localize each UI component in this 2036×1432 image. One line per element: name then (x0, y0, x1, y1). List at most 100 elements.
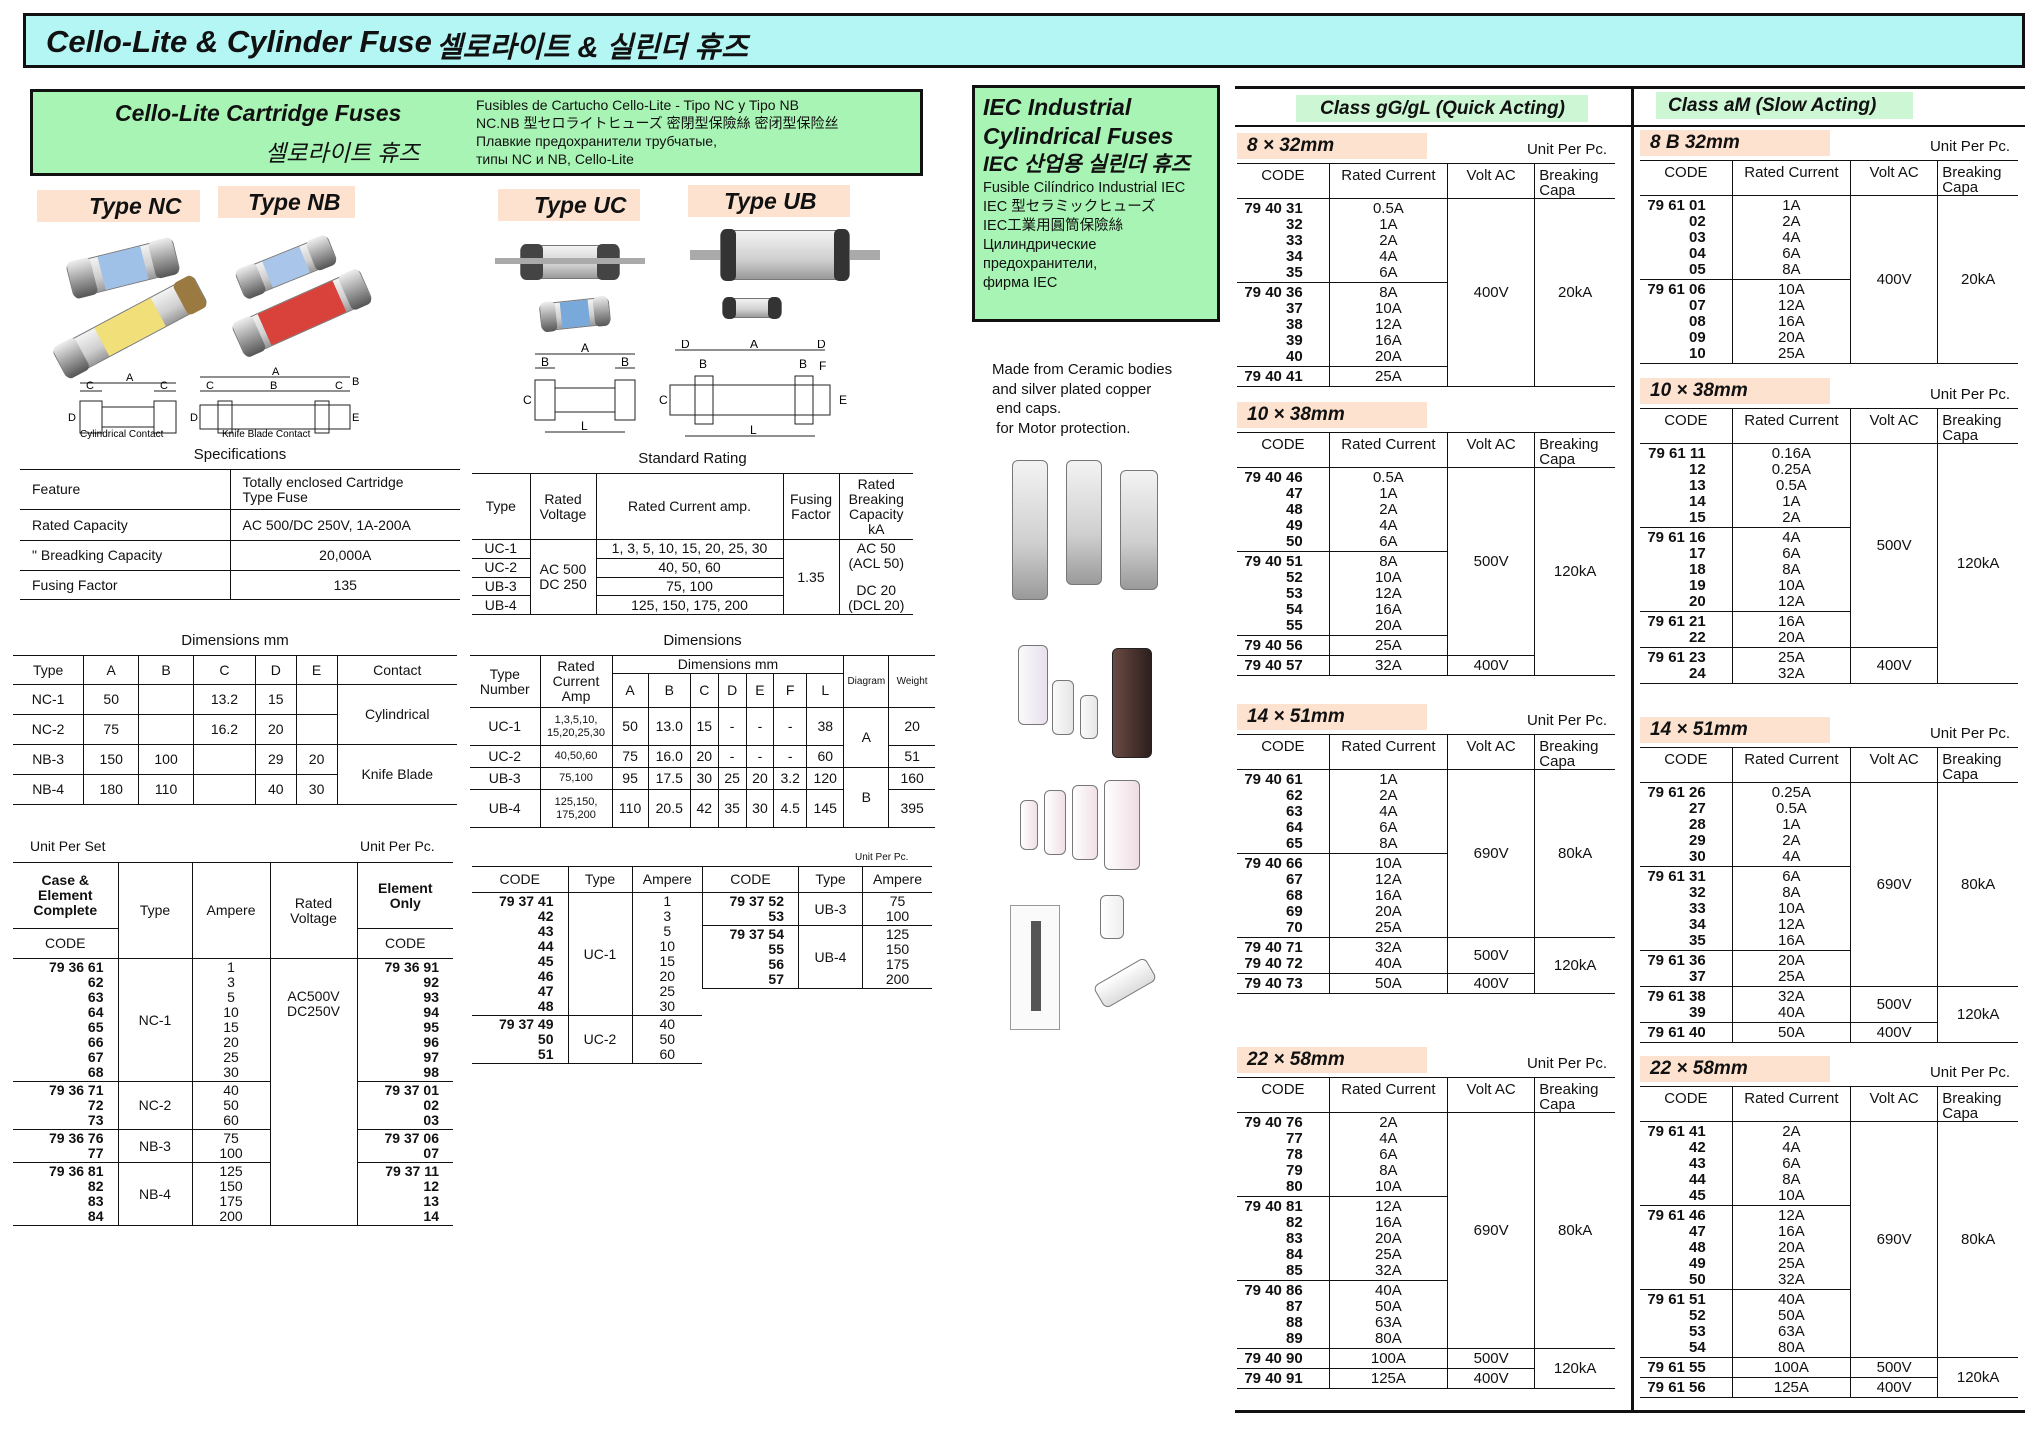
table-title: Dimensions (663, 632, 742, 649)
table-row: UB-3 75,100 95 17.5 30 25 20 3.2 120 B 160 (470, 767, 935, 828)
column-header: Volt AC (1447, 734, 1535, 770)
diagram-caption: Cylindrical Contact (80, 429, 164, 440)
dim-letter: A (750, 340, 758, 351)
rated-current: 6A (1379, 819, 1398, 836)
ampere-list: 1 3 5 10 15 20 25 30 (631, 892, 702, 1016)
rated-current: 16A (1375, 332, 1402, 349)
product-code: 64 (1286, 819, 1303, 836)
dimension-cell: 50 (611, 707, 649, 746)
column-header: CODE (356, 928, 453, 959)
product-code: 79 40 66 (1244, 855, 1303, 872)
dimension-cell: - (717, 745, 747, 768)
product-code: 79 40 51 (1244, 553, 1303, 570)
dimension-cell: 15 (254, 684, 297, 715)
size-label: 8 × 32mm (1237, 133, 1427, 159)
page-title: Cello-Lite & Cylinder Fuse (46, 24, 432, 59)
fuse-photo-ub (722, 297, 782, 319)
voltage-cell: 400V (1850, 647, 1938, 684)
product-code: 49 (1286, 517, 1303, 534)
rated-current: 0.5A (1372, 200, 1404, 217)
type-label-nb: Type NB (218, 186, 355, 218)
product-code: 79 40 41 (1244, 368, 1303, 385)
table-row: 79 61 21 22 16A 20A (1640, 611, 2018, 648)
product-code: 04 (1689, 245, 1706, 262)
rated-current: 20A (1375, 1230, 1402, 1247)
unit-per-pc-label: Unit Per Pc. (360, 838, 435, 854)
breaking-capacity-cell: 120kA (1534, 1348, 1615, 1389)
code-cell: 79 61 46 47 48 49 50 (1640, 1205, 1733, 1290)
code-cell: 79 61 01 02 03 04 05 (1640, 195, 1733, 280)
table-row: 79 36 71 72 73 NC-2 40 50 60 79 37 01 02 03 (13, 1081, 453, 1130)
rated-current: 8A (1379, 553, 1398, 570)
product-code: 37 (1689, 968, 1706, 985)
voltage-cell: 400V (1447, 973, 1535, 994)
table-row: NC-1 50 13.2 15 Cylindrical (13, 684, 457, 745)
column-header: A (611, 673, 649, 708)
table-row: 79 61 23 24 25A 32A 400V (1640, 647, 2018, 684)
specifications-table: Feature Totally enclosed Cartridge Type F… (20, 469, 460, 600)
code-cell: 79 40 86 87 88 89 (1237, 1280, 1330, 1349)
unit-per-pc-label: Unit Per Pc. (1526, 712, 1607, 729)
iec-description: Made from Ceramic bodies and silver plat… (992, 361, 1173, 437)
spec-value: Totally enclosed Cartridge Type Fuse (229, 469, 460, 510)
fuse-size-section: 22 × 58mm Unit Per Pc. CODE Rated Current Vo… (1237, 1047, 1615, 1389)
dimension-cell: 1,3,5,10, 15,20,25,30 (539, 707, 612, 746)
rated-current: 2A (1379, 1114, 1398, 1131)
divider (1631, 86, 1634, 1412)
product-code: 79 61 46 (1647, 1207, 1706, 1224)
rated-current-cell: 10A 12A 16A 20A 25A (1731, 279, 1851, 364)
fuse-table: CODE Rated Current Volt AC Breaking Capa 79 … (1640, 747, 2018, 1043)
rated-current: 8A (1379, 1162, 1398, 1179)
table-row: 79 61 38 39 32A 40A 500V 120kA (1640, 986, 2018, 1043)
dim-letter: L (750, 423, 757, 437)
product-code: 29 (1689, 832, 1706, 849)
product-code: 70 (1286, 919, 1303, 936)
translation-line: IEC工業用圓筒保險絲 (983, 218, 1124, 234)
voltage-cell: 500V (1850, 443, 1938, 648)
page-title-korean: 셀로라이트 & 실린더 휴즈 (436, 32, 748, 64)
fuse-size-section: 22 × 58mm Unit Per Pc. CODE Rated Current Vo… (1640, 1056, 2018, 1398)
product-code: 24 (1689, 665, 1706, 682)
rated-current: 40A (1778, 1004, 1805, 1021)
rated-current: 4A (1379, 1130, 1398, 1147)
table-row: 79 40 31 32 33 34 35 0.5A 1A 2A 4A 6A 400V 20kA (1237, 198, 1615, 387)
dimension-cell: - (745, 745, 774, 768)
rated-current-cell: 1A 2A 4A 6A 8A (1328, 769, 1448, 854)
rated-current-cell: 8A 10A 12A 16A 20A (1328, 282, 1448, 367)
size-label: 22 × 58mm (1640, 1056, 1830, 1082)
rated-current: 12A (1375, 1198, 1402, 1215)
dim-letter: A (126, 372, 134, 384)
product-code: 67 (1286, 871, 1303, 888)
rated-current: 12A (1778, 916, 1805, 933)
unit-per-set-label: Unit Per Set (30, 838, 106, 854)
code-cell: 79 61 36 37 (1640, 950, 1733, 987)
code-cell: 79 61 56 (1640, 1377, 1733, 1398)
product-code: 18 (1689, 561, 1706, 578)
product-code: 82 (1286, 1214, 1303, 1231)
product-code: 37 (1286, 300, 1303, 317)
product-code: 48 (1689, 1239, 1706, 1256)
rated-current: 63A (1778, 1323, 1805, 1340)
header-row: CODE Rated Current Volt AC Breaking Capa (1237, 432, 1615, 468)
voltage-cell: 400V (1447, 655, 1535, 676)
product-code: 39 (1689, 1004, 1706, 1021)
fuse-photo-iec (1018, 645, 1048, 725)
translation-line: фирма IEC (983, 275, 1058, 291)
product-code: 79 61 01 (1647, 197, 1706, 214)
product-code: 53 (1286, 585, 1303, 602)
voltage-cell: 400V (1850, 1377, 1938, 1398)
type-label-uc: Type UC (498, 189, 640, 221)
column-header: Rated Current (1328, 163, 1448, 199)
table-row: 79 36 76 77 NB-3 75 100 79 37 06 07 (13, 1129, 453, 1163)
header-row: CODE Rated Current Volt AC Breaking Capa (1237, 163, 1615, 199)
table-row: NB-3 150 100 29 20 Knife Blade (13, 744, 457, 805)
product-code-list: 79 37 54 55 56 57 (702, 925, 799, 989)
rated-current: 32A (1778, 988, 1805, 1005)
type-cell: NC-2 (117, 1081, 192, 1130)
type-cell: UC-2 (567, 1015, 632, 1064)
fuse-photo-iec (1100, 895, 1124, 939)
dimensions-nc-nb-table: Type A B C D E Contact NC-1 50 13.2 15 Cylindrical N… (13, 655, 457, 805)
rated-current: 32A (1778, 665, 1805, 682)
voltage-cell: 690V (1850, 782, 1938, 987)
rated-current: 1A (1379, 771, 1398, 788)
